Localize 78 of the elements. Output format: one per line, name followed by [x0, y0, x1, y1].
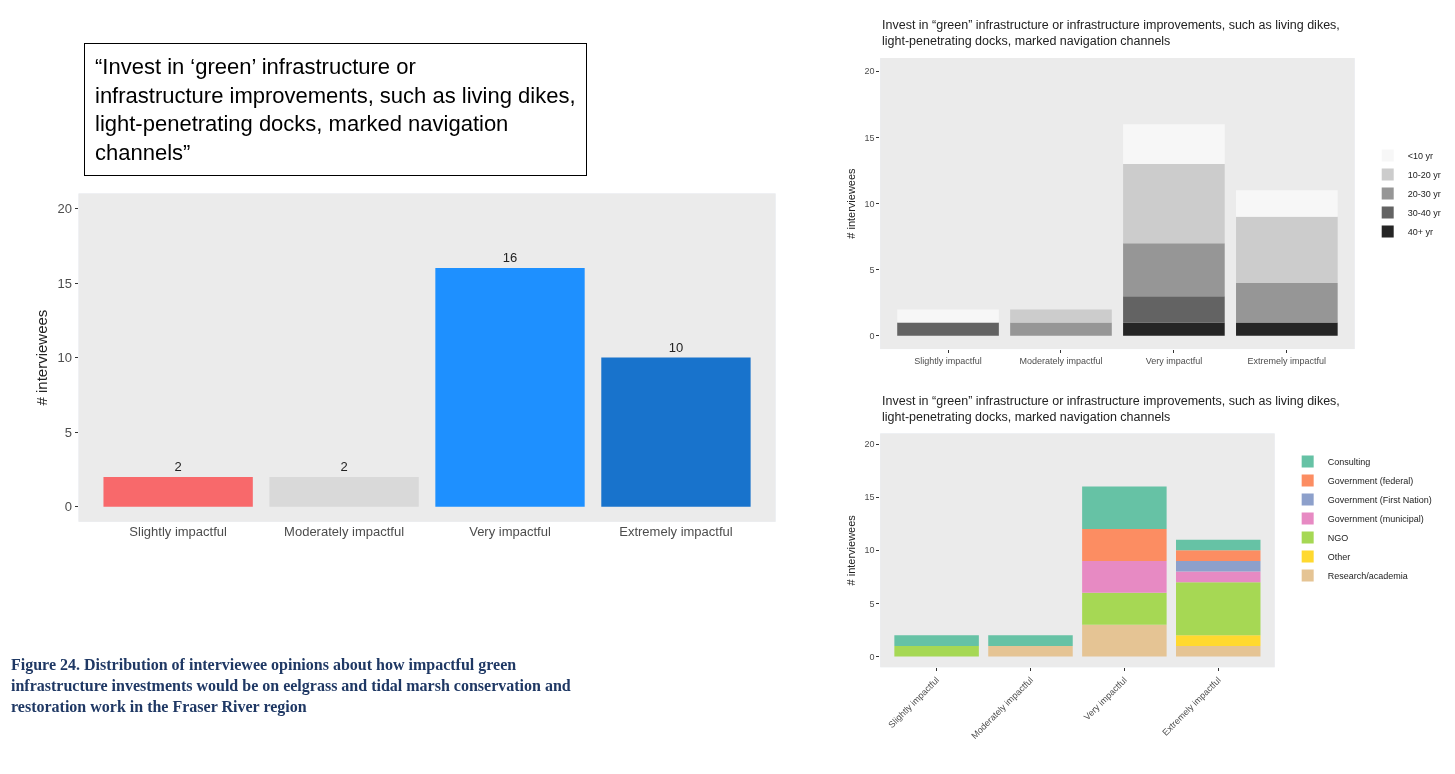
bar	[1082, 486, 1167, 530]
legend-label: 30-40 yr	[1407, 208, 1441, 219]
bar	[1176, 560, 1261, 572]
y-tick-label: 15	[864, 132, 875, 143]
legend-label: NGO	[1327, 533, 1349, 544]
data-label: 2	[340, 458, 348, 474]
bar	[1176, 645, 1261, 657]
bar	[1010, 309, 1112, 323]
y-axis-title: # interviewees	[845, 167, 858, 239]
x-tick-label: Slightly impactful	[129, 523, 228, 539]
bar	[1123, 163, 1225, 244]
y-axis-title: # interviewees	[845, 514, 858, 586]
bar	[897, 322, 999, 336]
bar	[601, 357, 751, 507]
bar	[1176, 571, 1261, 583]
bar	[1236, 282, 1338, 323]
y-tick-label: 0	[869, 651, 875, 662]
bar	[1176, 550, 1261, 561]
bar	[1176, 635, 1261, 646]
x-tick-label: Slightly impactful	[914, 355, 982, 366]
y-axis-title: # interviewees	[32, 309, 50, 406]
y-tick-label: 10	[864, 545, 875, 556]
bar	[1123, 296, 1225, 323]
bar	[1082, 529, 1167, 561]
data-label: 2	[174, 458, 182, 474]
y-tick-label: 5	[869, 598, 875, 609]
y-tick-label: 5	[64, 424, 72, 440]
legend-label: 40+ yr	[1407, 227, 1433, 238]
y-tick-label: 10	[864, 198, 875, 209]
y-tick-label: 5	[869, 264, 875, 275]
chart-title: Invest in “green” infrastructure or infrastructure improvements, such as living dikes, light-penetrating docks, marked navigation channels	[882, 394, 1340, 425]
bar	[897, 309, 999, 323]
chart-title: “Invest in ‘green’ infrastructure or infrastructure improvements, such as living dikes, light-penetrating docks, marked navigation channels”	[95, 54, 576, 165]
bar	[988, 645, 1073, 657]
legend-label: Research/academia	[1327, 571, 1408, 582]
y-tick-label: 20	[57, 200, 72, 216]
bar	[1082, 592, 1167, 625]
y-tick-label: 15	[57, 275, 72, 291]
bar	[894, 635, 979, 646]
bar	[1123, 124, 1225, 164]
x-tick-label: Very impactful	[469, 523, 551, 539]
legend-label: 10-20 yr	[1407, 170, 1441, 181]
bar	[435, 268, 585, 507]
legend-label: 20-30 yr	[1407, 189, 1441, 200]
bar	[1236, 190, 1338, 217]
y-tick-label: 15	[864, 492, 875, 503]
y-tick-label: 10	[57, 350, 72, 366]
y-tick-label: 20	[864, 66, 875, 77]
y-tick-label: 0	[869, 331, 875, 341]
legend-label: Government (federal)	[1327, 476, 1414, 487]
bar	[1082, 624, 1167, 657]
bar	[1176, 582, 1261, 636]
bar	[988, 635, 1073, 646]
bar	[1010, 322, 1112, 336]
legend-label: Government (First Nation)	[1327, 495, 1432, 506]
bar	[1176, 539, 1261, 551]
bar	[1123, 322, 1225, 336]
legend-label: Consulting	[1327, 457, 1371, 468]
bar	[1123, 243, 1225, 297]
bar	[894, 645, 979, 657]
x-tick-label: Extremely impactful	[1247, 355, 1327, 366]
x-tick-label: Moderately impactful	[1019, 355, 1103, 366]
y-tick-label: 0	[64, 499, 72, 515]
data-label: 16	[502, 250, 518, 266]
data-label: 10	[668, 339, 684, 355]
bar	[1082, 560, 1167, 593]
legend-label: <10 yr	[1407, 151, 1433, 162]
bar	[103, 476, 253, 507]
x-tick-label: Very impactful	[1145, 355, 1203, 366]
bar	[1236, 322, 1338, 336]
chart-title: Invest in “green” infrastructure or infrastructure improvements, such as living dikes, light-penetrating docks, marked navigation channels	[882, 18, 1340, 49]
bar	[1236, 216, 1338, 283]
y-tick-label: 20	[864, 439, 875, 450]
legend-label: Other	[1327, 552, 1351, 563]
x-tick-label: Moderately impactful	[284, 523, 405, 539]
legend-label: Government (municipal)	[1327, 514, 1424, 525]
caption: Figure 24. Distribution of interviewee opinions about how impactful green infrastructure investments would be on eelgrass and tidal marsh conservation and restoration work in the Fraser River region	[11, 656, 571, 716]
x-tick-label: Extremely impactful	[619, 523, 733, 539]
